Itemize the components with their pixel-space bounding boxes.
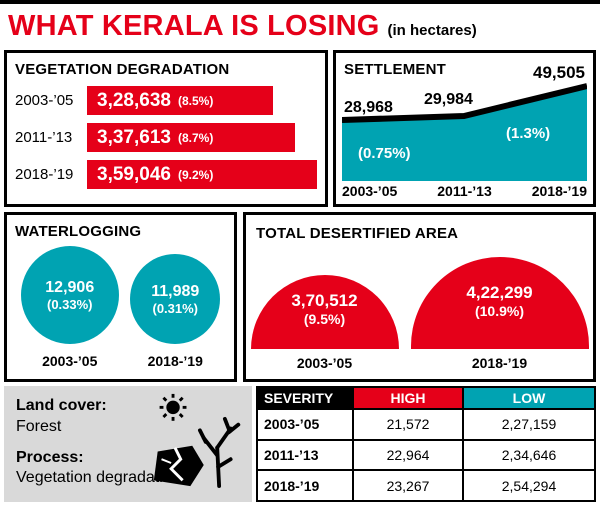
waterlogging-circles: 12,906 (0.33%) 2003-’05 11,989 (0.31%) 2… — [15, 246, 226, 369]
cell-low: 2,54,294 — [462, 469, 596, 502]
circle-percent: (0.33%) — [46, 296, 93, 312]
dome-value: 4,22,299 — [466, 283, 533, 302]
sun-icon — [159, 393, 187, 421]
page-title: WHAT KERALA IS LOSING (in hectares) — [8, 10, 477, 43]
year-label: 2003-’05 — [296, 355, 353, 371]
settlement-panel: SETTLEMENT 28,968 29,984 49,505 (0.75%) … — [333, 50, 596, 207]
vegetation-bar: 3,28,638 (8.5%) — [87, 86, 273, 115]
settlement-value-2: 29,984 — [424, 91, 473, 108]
desertified-semicircle: 4,22,299 (10.9%) — [410, 257, 589, 349]
dead-tree-icon — [198, 416, 241, 488]
settlement-percent-2: (1.3%) — [506, 125, 551, 142]
process-value: Vegetation degradation — [16, 469, 181, 487]
cell-year: 2003-’05 — [256, 408, 354, 441]
top-rule — [0, 0, 600, 4]
x-tick: 2011-’13 — [437, 183, 492, 199]
table-row: 2018-’19 23,267 2,54,294 — [256, 469, 596, 502]
vegetation-bar-row: 2018-’19 3,59,046 (9.2%) — [15, 160, 317, 189]
settlement-area-chart — [342, 83, 587, 181]
cell-low: 2,34,646 — [462, 438, 596, 472]
bar-value: 3,37,613 — [97, 126, 171, 148]
cell-year: 2018-’19 — [256, 469, 354, 502]
vegetation-heading: VEGETATION DEGRADATION — [15, 61, 230, 78]
bar-percent: (8.7%) — [177, 130, 214, 145]
land-cover-value: Forest — [16, 417, 62, 435]
vegetation-degradation-panel: VEGETATION DEGRADATION 2003-’05 3,28,638… — [4, 50, 328, 207]
cracked-earth-icon — [153, 445, 204, 487]
settlement-percent-1: (0.75%) — [358, 145, 411, 162]
cell-year: 2011-’13 — [256, 438, 354, 472]
settlement-value-3: 49,505 — [533, 63, 585, 82]
table-row: 2011-’13 22,964 2,34,646 — [256, 438, 596, 472]
year-label: 2011-’13 — [15, 129, 73, 146]
desertified-item: 4,22,299 (10.9%) 2018-’19 — [410, 257, 589, 371]
cell-high: 23,267 — [352, 469, 464, 502]
severity-table: SEVERITY HIGH LOW 2003-’05 21,572 2,27,1… — [256, 386, 596, 502]
process-line: Process: Vegetation degradation — [16, 448, 240, 490]
vegetation-bar: 3,59,046 (9.2%) — [87, 160, 317, 189]
area-chart-svg — [342, 83, 587, 181]
bar-percent: (9.2%) — [177, 167, 214, 182]
waterlogging-item: 11,989 (0.31%) 2018-’19 — [130, 254, 221, 369]
desertified-area-panel: TOTAL DESERTIFIED AREA 3,70,512 (9.5%) 2… — [243, 212, 596, 382]
waterlogging-heading: WATERLOGGING — [15, 223, 142, 240]
x-tick: 2003-’05 — [342, 183, 398, 199]
circle-percent: (0.31%) — [152, 300, 199, 316]
cell-high: 22,964 — [352, 438, 464, 472]
waterlogging-circle: 12,906 (0.33%) — [20, 246, 119, 344]
bar-percent: (8.5%) — [177, 93, 214, 108]
waterlogging-circle: 11,989 (0.31%) — [130, 254, 221, 344]
title-text: WHAT KERALA IS LOSING — [8, 10, 380, 42]
bar-value: 3,28,638 — [97, 89, 171, 111]
dome-value: 3,70,512 — [291, 291, 358, 310]
header-low: LOW — [462, 386, 596, 410]
legend-panel: Land cover: Forest Process: Vegetation d… — [4, 386, 252, 502]
desertified-heading: TOTAL DESERTIFIED AREA — [256, 225, 459, 242]
vegetation-bar: 3,37,613 (8.7%) — [87, 123, 295, 152]
circle-value: 12,906 — [45, 278, 95, 296]
settlement-heading: SETTLEMENT — [344, 61, 446, 78]
cell-high: 21,572 — [352, 408, 464, 441]
header-high: HIGH — [352, 386, 464, 410]
cell-low: 2,27,159 — [462, 408, 596, 441]
settlement-value-1: 28,968 — [344, 99, 393, 116]
vegetation-bar-row: 2003-’05 3,28,638 (8.5%) — [15, 86, 317, 115]
process-label: Process: — [16, 448, 84, 466]
title-unit: (in hectares) — [387, 22, 477, 39]
desertified-item: 3,70,512 (9.5%) 2003-’05 — [250, 275, 399, 371]
land-cover-line: Land cover: Forest — [16, 396, 144, 438]
drought-illustration — [153, 393, 241, 488]
year-label: 2018-’19 — [471, 355, 528, 371]
dome-percent: (10.9%) — [474, 303, 525, 319]
waterlogging-item: 12,906 (0.33%) 2003-’05 — [20, 246, 119, 369]
dome-percent: (9.5%) — [303, 311, 346, 327]
year-label: 2018-’19 — [15, 166, 74, 183]
land-cover-label: Land cover: — [16, 397, 107, 414]
bar-value: 3,59,046 — [97, 163, 171, 185]
desertified-semicircle: 3,70,512 (9.5%) — [250, 275, 399, 349]
vegetation-bar-row: 2011-’13 3,37,613 (8.7%) — [15, 123, 317, 152]
year-label: 2003-’05 — [15, 92, 74, 109]
desertified-semicircles: 3,70,512 (9.5%) 2003-’05 4,22,299 (10.9%… — [246, 257, 593, 371]
table-header-row: SEVERITY HIGH LOW — [256, 386, 596, 410]
year-label: 2003-’05 — [42, 353, 98, 369]
waterlogging-panel: WATERLOGGING 12,906 (0.33%) 2003-’05 11,… — [4, 212, 237, 382]
header-severity: SEVERITY — [256, 386, 354, 410]
x-tick: 2018-’19 — [531, 183, 587, 199]
settlement-x-axis: 2003-’05 2011-’13 2018-’19 — [342, 183, 587, 199]
circle-value: 11,989 — [151, 282, 200, 300]
year-label: 2018-’19 — [147, 353, 203, 369]
table-row: 2003-’05 21,572 2,27,159 — [256, 408, 596, 441]
